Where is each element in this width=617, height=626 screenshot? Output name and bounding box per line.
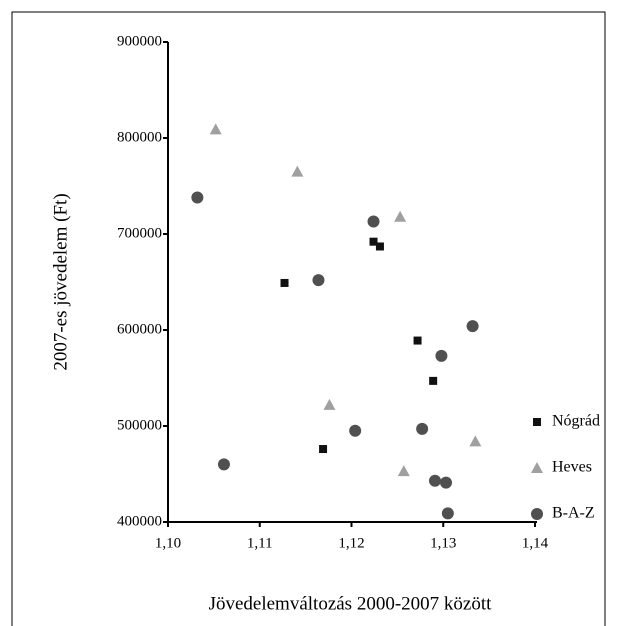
point: [469, 435, 482, 447]
y-tick-label: 800000: [117, 129, 162, 145]
point: [291, 165, 304, 177]
point: [440, 476, 453, 489]
point: [416, 422, 429, 435]
frame: [11, 11, 606, 626]
legend-label: B-A-Z: [552, 505, 595, 522]
y-axis-title: 2007-es jövedelem (Ft): [50, 193, 71, 370]
point: [441, 507, 454, 520]
point: [375, 242, 384, 251]
legend-marker: [533, 418, 541, 426]
point: [466, 320, 479, 333]
point: [323, 398, 336, 410]
point: [349, 424, 362, 437]
x-tick-label: 1,13: [430, 535, 456, 551]
legend-label: Heves: [552, 459, 592, 476]
legend-marker: [531, 508, 543, 520]
point: [312, 274, 325, 287]
point: [428, 474, 441, 487]
y-tick-label: 700000: [117, 225, 162, 241]
point: [367, 215, 380, 228]
x-axis-title: Jövedelemváltozás 2000-2007 között: [209, 593, 493, 614]
legend-label: Nógrád: [552, 413, 600, 430]
legend-marker: [531, 462, 543, 473]
point: [394, 210, 407, 222]
x-tick-label: 1,12: [338, 535, 364, 551]
point: [397, 465, 410, 477]
y-tick-label: 600000: [117, 321, 162, 337]
point: [217, 458, 230, 471]
point: [280, 278, 289, 287]
x-tick-label: 1,10: [155, 535, 181, 551]
y-tick-label: 500000: [117, 417, 162, 433]
x-tick-label: 1,11: [247, 535, 273, 551]
point: [413, 336, 422, 345]
y-tick-label: 900000: [117, 33, 162, 49]
point: [369, 237, 378, 246]
point: [435, 349, 448, 362]
y-tick-label: 400000: [117, 513, 162, 529]
point: [319, 445, 328, 454]
x-tick-label: 1,14: [522, 535, 549, 551]
point: [209, 123, 222, 135]
point: [191, 191, 204, 204]
point: [429, 376, 438, 385]
